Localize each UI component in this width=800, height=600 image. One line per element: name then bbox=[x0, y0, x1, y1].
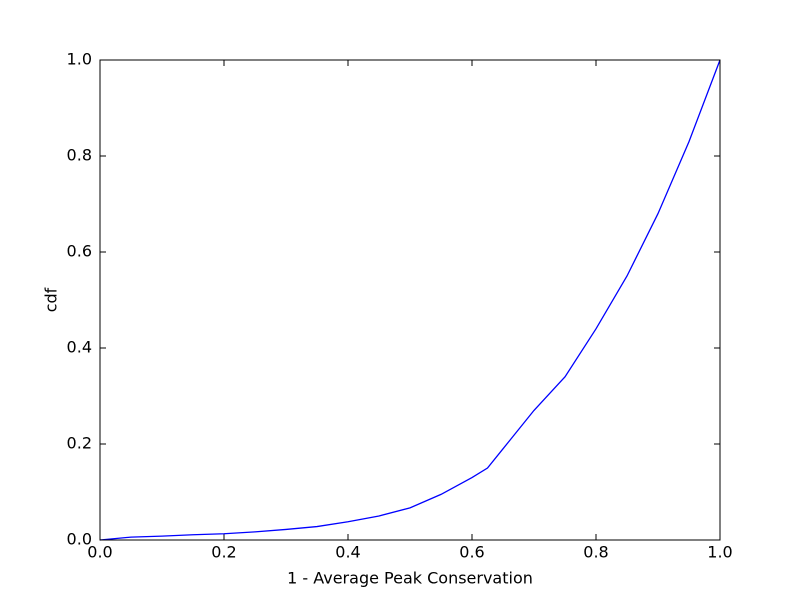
x-tick-label: 0.2 bbox=[211, 543, 236, 562]
y-tick-label: 0.2 bbox=[67, 434, 92, 453]
y-axis-label: cdf bbox=[42, 287, 61, 312]
x-tick-label: 0.6 bbox=[459, 543, 484, 562]
x-tick-label: 0.0 bbox=[87, 543, 112, 562]
x-tick-label: 1.0 bbox=[707, 543, 732, 562]
y-tick-label: 0.8 bbox=[67, 146, 92, 165]
x-axis-label: 1 - Average Peak Conservation bbox=[287, 569, 533, 588]
y-tick-label: 0.4 bbox=[67, 338, 92, 357]
x-tick-label: 0.8 bbox=[583, 543, 608, 562]
line bbox=[99, 59, 721, 541]
x-tick-label: 0.4 bbox=[335, 543, 360, 562]
y-tick-label: 0.0 bbox=[67, 530, 92, 549]
y-tick-label: 0.6 bbox=[67, 242, 92, 261]
plot-frame bbox=[99, 59, 721, 541]
y-tick-label: 1.0 bbox=[67, 50, 92, 69]
